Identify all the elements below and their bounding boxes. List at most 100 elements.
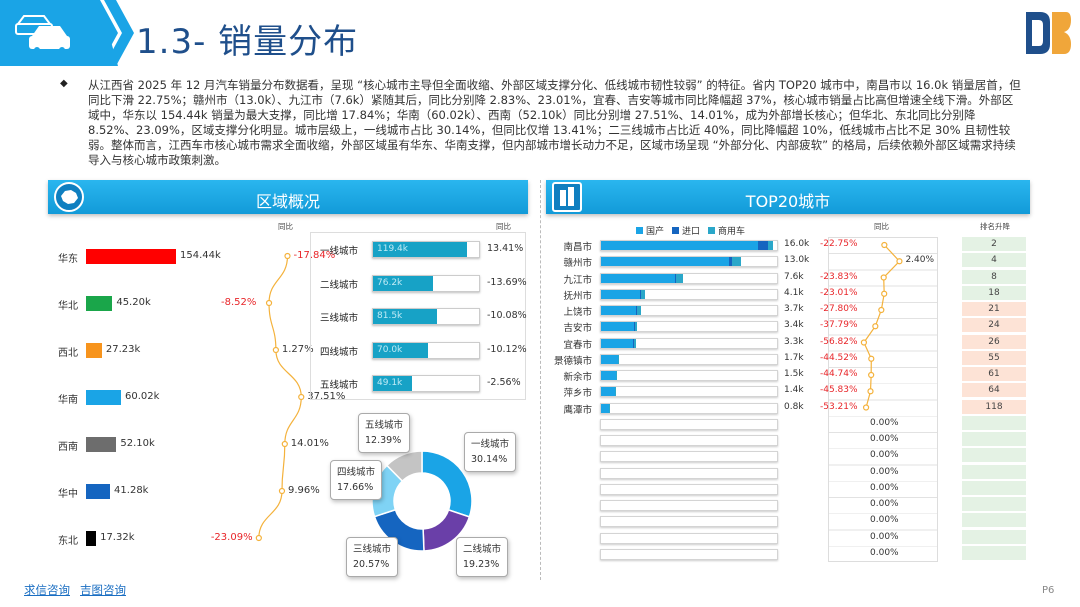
city-track <box>600 288 778 300</box>
city-yoy-point <box>881 290 888 297</box>
company-logo <box>1026 12 1071 54</box>
donut-callout: 一线城市 30.14% <box>464 432 517 472</box>
city-yoy-point <box>880 274 887 281</box>
city-value: 3.4k <box>784 320 804 331</box>
top20-panel-title: TOP20城市 <box>745 192 831 211</box>
legend-item: 商用车 <box>708 224 745 237</box>
donut-callout-label: 一线城市 <box>471 439 510 450</box>
donut-callout-value: 17.66% <box>337 482 374 493</box>
city-track <box>600 451 778 463</box>
tier-value: 76.2k <box>377 277 403 288</box>
city-value: 0.8k <box>784 401 804 412</box>
tier-bar: 70.0k <box>373 342 429 358</box>
region-label: 华南 <box>58 395 78 406</box>
footer-link-jitu[interactable]: 吉图咨询 <box>80 583 126 597</box>
city-label: 景德镇市 <box>553 355 592 367</box>
summary-text: 从江西省 2025 年 12 月汽车销量分布数据看，呈现 “核心城市主导但全面收… <box>88 78 1021 167</box>
region-value: 60.02k <box>124 391 160 402</box>
tier-label: 二线城市 <box>320 279 359 291</box>
city-value: 1.4k <box>784 385 804 396</box>
rank-cell: 18 <box>962 285 1026 301</box>
region-yoy-line <box>255 252 305 542</box>
city-bar-segment <box>601 257 729 267</box>
rank-cell <box>962 415 1026 431</box>
region-value: 17.32k <box>100 532 135 543</box>
city-bar-segment <box>640 289 645 299</box>
page-title: 1.3- 销量分布 <box>136 22 359 62</box>
city-yoy-label: 0.00% <box>870 450 899 461</box>
donut-callout-label: 四线城市 <box>337 467 376 478</box>
city-yoy-point <box>896 258 903 265</box>
tier-bar: 76.2k <box>373 275 434 291</box>
tier-track: 81.5k <box>372 308 480 325</box>
city-track <box>600 548 778 560</box>
city-label: 鹰潭市 <box>563 404 592 416</box>
city-yoy-label: -53.21% <box>820 401 858 412</box>
region-bar <box>86 343 102 358</box>
city-yoy-label: -23.83% <box>820 271 858 282</box>
rank-cell <box>962 529 1026 545</box>
tier-value: 119.4k <box>377 244 408 254</box>
city-track <box>600 305 778 316</box>
tier-bar: 119.4k <box>373 242 468 257</box>
city-bar-segment <box>768 241 773 250</box>
city-track <box>600 353 778 365</box>
donut-callout-value: 19.23% <box>463 559 500 570</box>
city-track <box>600 337 778 349</box>
region-yoy-label: 14.01% <box>290 438 329 449</box>
city-label: 九江市 <box>563 274 592 286</box>
city-yoy-point <box>868 371 875 379</box>
region-label: 东北 <box>58 536 78 547</box>
city-yoy-point <box>878 306 885 314</box>
panel-divider <box>540 180 541 580</box>
city-bar-segment <box>637 306 641 315</box>
tier-track: 70.0k <box>372 341 480 359</box>
tier-track: 49.1k <box>372 375 480 392</box>
region-bar <box>86 531 97 546</box>
city-label: 萍乡市 <box>563 388 592 400</box>
city-yoy-label: 0.00% <box>870 531 899 542</box>
city-yoy-label: -37.79% <box>820 320 858 331</box>
region-yoy-label: -23.09% <box>210 532 253 543</box>
region-bar <box>86 390 121 405</box>
city-value: 13.0k <box>784 255 810 266</box>
top20-panel-header: TOP20城市 <box>546 180 1030 214</box>
rank-cell <box>962 497 1026 512</box>
rank-cell <box>962 448 1026 464</box>
donut-callout-label: 二线城市 <box>463 544 502 555</box>
city-bar-segment <box>634 322 635 332</box>
donut-callout-value: 30.14% <box>471 454 508 465</box>
city-bar-segment <box>676 273 683 283</box>
city-track <box>600 483 778 495</box>
city-yoy-curve <box>863 244 901 408</box>
city-track <box>600 435 778 446</box>
region-bar <box>86 437 117 452</box>
city-bar-segment <box>616 371 618 380</box>
page-number: P6 <box>1042 585 1055 596</box>
donut-callout-value: 12.39% <box>365 435 402 446</box>
tier-yoy-label: -13.69% <box>487 276 527 288</box>
city-bar-segment <box>608 403 610 413</box>
region-label: 华中 <box>58 489 78 500</box>
tier-bar: 49.1k <box>373 376 412 391</box>
city-yoy-label: 0.00% <box>870 515 899 526</box>
legend-swatch <box>708 227 716 234</box>
city-value: 7.6k <box>784 271 804 282</box>
city-yoy-label: -22.75% <box>820 239 858 249</box>
city-value: 1.7k <box>784 352 804 363</box>
city-value: 3.3k <box>784 336 804 347</box>
footer-link-qiuxin[interactable]: 求信咨询 <box>24 583 70 597</box>
region-bar <box>86 296 113 311</box>
city-label: 南昌市 <box>563 242 592 253</box>
city-bar-segment <box>639 289 641 299</box>
city-yoy-label: 0.00% <box>870 482 899 493</box>
legend-item: 国产 <box>636 224 664 237</box>
region-label: 西南 <box>58 442 78 453</box>
city-value: 16.0k <box>784 239 810 249</box>
city-bar-segment <box>728 257 732 267</box>
city-yoy-point <box>860 339 868 346</box>
tier-label: 三线城市 <box>320 313 359 324</box>
rank-cell <box>962 464 1026 480</box>
city-track <box>600 240 778 251</box>
